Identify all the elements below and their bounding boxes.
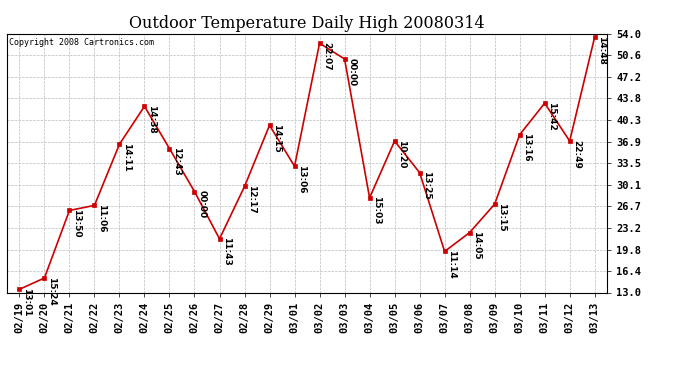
Text: 11:06: 11:06 [97, 204, 106, 232]
Text: 11:43: 11:43 [222, 237, 231, 266]
Text: 10:20: 10:20 [397, 140, 406, 168]
Text: 15:03: 15:03 [373, 196, 382, 225]
Text: 14:11: 14:11 [122, 143, 131, 171]
Text: 00:00: 00:00 [197, 190, 206, 218]
Text: 11:14: 11:14 [447, 250, 456, 279]
Text: 00:00: 00:00 [347, 58, 356, 86]
Text: 22:07: 22:07 [322, 42, 331, 70]
Text: 15:24: 15:24 [47, 277, 56, 305]
Text: 14:38: 14:38 [147, 105, 156, 134]
Text: 13:50: 13:50 [72, 209, 81, 238]
Text: 14:15: 14:15 [273, 124, 282, 153]
Title: Outdoor Temperature Daily High 20080314: Outdoor Temperature Daily High 20080314 [129, 15, 485, 32]
Text: 13:25: 13:25 [422, 171, 431, 200]
Text: 13:06: 13:06 [297, 165, 306, 194]
Text: 14:05: 14:05 [473, 231, 482, 260]
Text: 13:15: 13:15 [497, 203, 506, 231]
Text: 14:48: 14:48 [598, 36, 607, 64]
Text: 15:42: 15:42 [547, 102, 556, 130]
Text: 13:16: 13:16 [522, 134, 531, 162]
Text: 13:01: 13:01 [22, 288, 31, 316]
Text: 12:43: 12:43 [172, 147, 181, 176]
Text: 12:17: 12:17 [247, 185, 256, 214]
Text: Copyright 2008 Cartronics.com: Copyright 2008 Cartronics.com [9, 38, 154, 46]
Text: 22:49: 22:49 [573, 140, 582, 168]
